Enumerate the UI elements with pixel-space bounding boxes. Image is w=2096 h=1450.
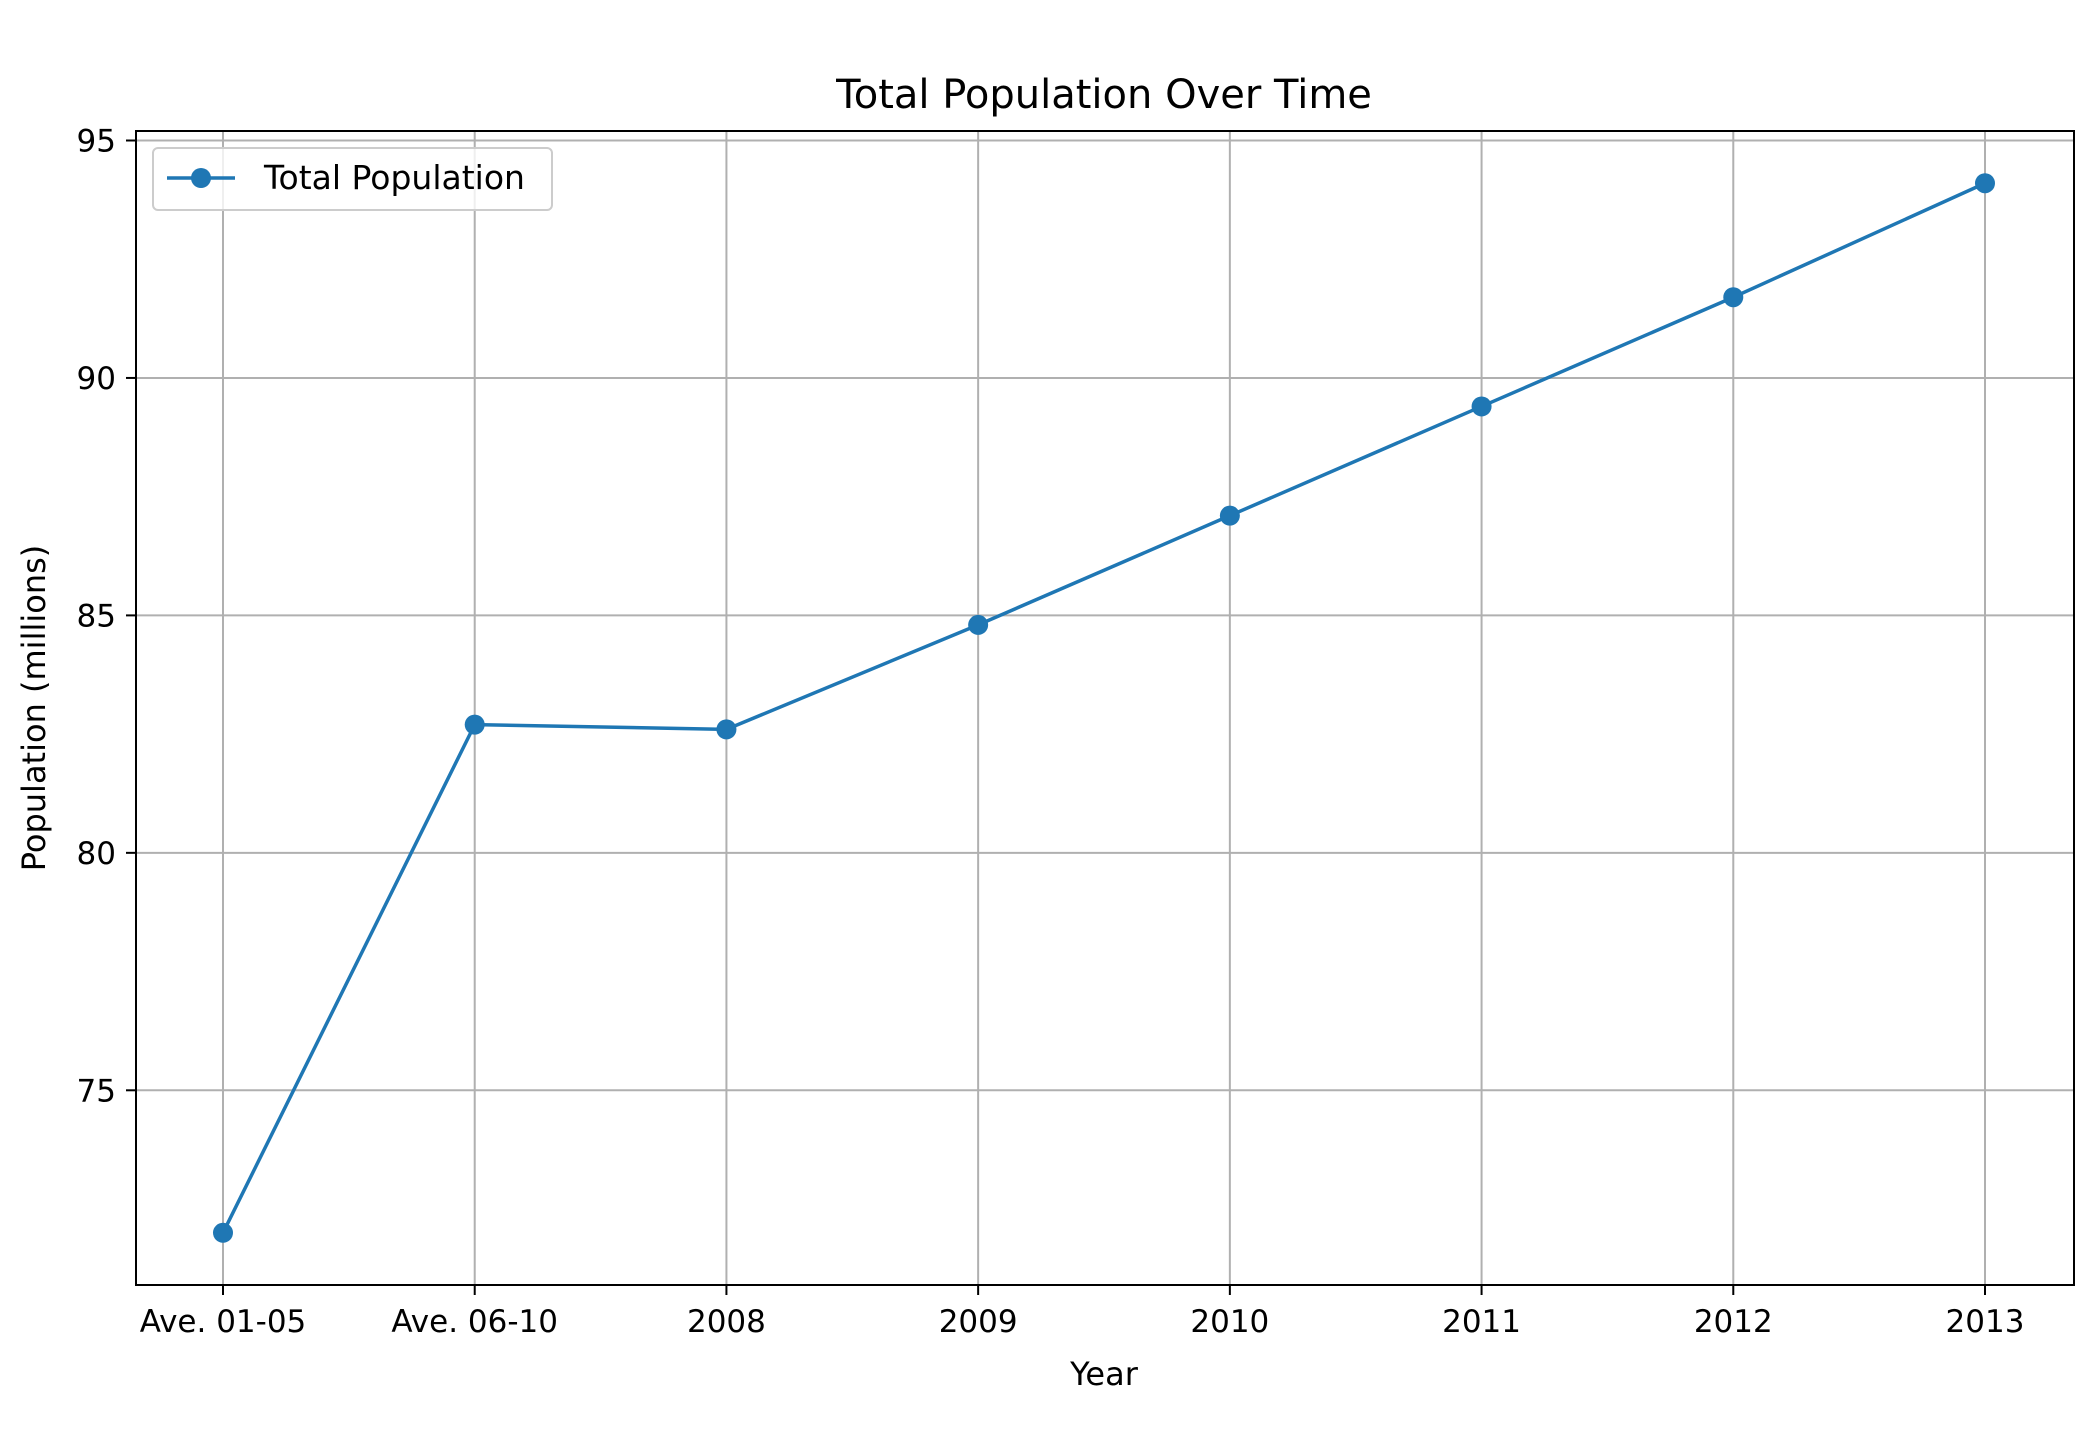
y-tick-label: 80 [77,836,116,872]
x-axis: Ave. 01-05 Ave. 06-10 2008 2009 2010 2011 2012… [140,1285,2025,1340]
y-tick-label: 85 [77,598,116,634]
x-tick-label: 2008 [687,1304,766,1340]
x-tick-label: 2010 [1190,1304,1269,1340]
y-tick-label: 95 [77,123,116,159]
x-tick-label: 2012 [1694,1304,1773,1340]
legend-box [152,147,553,211]
gridlines [136,131,2074,1285]
data-point [1471,396,1492,417]
chart-title: Total Population Over Time [835,72,1372,118]
x-axis-title: Year [1069,1355,1139,1393]
data-point [968,614,989,635]
y-tick-label: 90 [77,361,116,397]
legend: Total Population [152,147,553,211]
x-tick-label: 2013 [1946,1304,2025,1340]
y-tick-label: 75 [77,1073,116,1109]
plot-area-frame [135,130,2075,1286]
data-point [464,714,485,735]
x-tick-label: 2011 [1442,1304,1521,1340]
legend-label: Total Population [263,158,525,197]
data-point [213,1222,233,1243]
data-point [1723,287,1744,308]
legend-marker-swatch [191,168,211,188]
y-axis-title: Population (millions) [15,545,53,872]
x-tick-label: Ave. 01-05 [140,1304,307,1340]
series-line-total-population [220,180,1988,1236]
series-line-layer [220,180,1988,1236]
data-point [1219,505,1240,526]
x-tick-label: Ave. 06-10 [391,1304,558,1340]
data-point [716,719,737,740]
y-axis: 75 80 85 90 95 [77,123,136,1109]
data-point [1975,173,1995,194]
x-tick-label: 2009 [939,1304,1018,1340]
data-points [213,173,1995,1243]
